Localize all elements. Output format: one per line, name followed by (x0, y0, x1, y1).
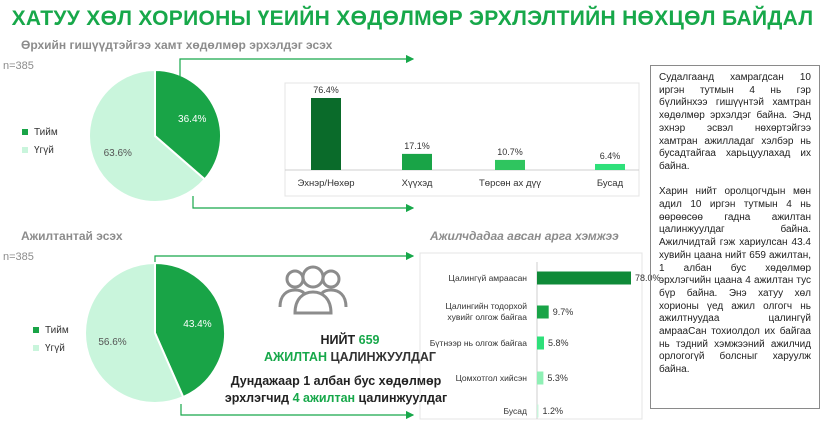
hbar-3 (537, 371, 544, 385)
legend-label-no: Үгүй (45, 343, 65, 354)
bar-value-label: 76.4% (313, 85, 339, 95)
legend-label-yes: Тийм (45, 325, 69, 336)
hbar-value-label: 1.2% (542, 406, 563, 416)
average-text-part1: Дундажаар 1 албан бус хөдөлмөр эрхлэгчид (224, 374, 442, 405)
bar-0 (311, 98, 341, 170)
total-line-2: АЖИЛТАН ЦАЛИНЖУУЛДАГ (210, 350, 490, 364)
hbar-category-label: Бүтнээр нь олгож байгаа (430, 338, 528, 348)
pie-chart-has-employees: 43.4% 56.6% (84, 261, 226, 404)
section1-title: Өрхийн гишүүдтэйгээ хамт хөдөлмөр эрхэлд… (21, 38, 333, 52)
bar-chart-frame (284, 82, 640, 197)
hbar-1 (537, 305, 549, 319)
connector-arrow-bottom-1 (192, 196, 415, 213)
legend-swatch-no (33, 345, 39, 352)
pie-slice-label: 56.6% (98, 337, 126, 348)
connector-arrow-bottom-2 (180, 404, 415, 420)
pie-slice-label: 36.4% (178, 114, 206, 125)
connector-arrow-top-1 (179, 54, 415, 80)
average-text-highlight: 4 ажилтан (292, 391, 356, 405)
legend-swatch-yes (33, 327, 39, 334)
hbar-value-label: 9.7% (553, 307, 574, 317)
bar-3 (595, 163, 625, 170)
hbar-category-label: Цалингүй амраасан (449, 273, 528, 283)
summary-paragraph-2: Харин нийт оролцогчдын мөн адил 10 иргэн… (659, 186, 811, 376)
bar-category-label: Хүүхэд (402, 178, 433, 189)
legend-no-2: Үгүй (33, 343, 65, 354)
hbar-2 (537, 336, 544, 350)
pie-slice-label: 43.4% (183, 319, 211, 330)
hbar-value-label: 5.8% (548, 338, 569, 348)
pie-slice-label: 63.6% (104, 148, 132, 159)
summary-paragraph-1: Судалгаанд хамрагдсан 10 иргэн тутмын 4 … (659, 72, 811, 172)
section2-title: Ажилтантай эсэх (21, 229, 123, 243)
pie-slice-yes (154, 68, 222, 181)
section2-n: n=385 (3, 251, 34, 263)
total-number: 659 (358, 333, 380, 347)
pie-slice-yes (154, 261, 226, 399)
hbar-category-label: Цомхотгол хийсэн (456, 373, 528, 383)
bar-category-label: Төрсөн ах дүү (479, 178, 541, 189)
pie-chart-family-work: 36.4% 63.6% (88, 68, 222, 203)
connector-arrow-top-2 (154, 251, 415, 262)
summary-text-box: Судалгаанд хамрагдсан 10 иргэн тутмын 4 … (650, 65, 820, 409)
total-line-1: НИЙТ 659 (250, 333, 450, 347)
total-salary-label: ЦАЛИНЖУУЛДАГ (326, 350, 437, 364)
legend-swatch-yes (22, 129, 28, 136)
bar-value-label: 17.1% (404, 141, 430, 151)
bar-value-label: 6.4% (600, 151, 621, 161)
bar-category-label: Эхнэр/Нөхөр (297, 178, 354, 189)
legend-no-1: Үгүй (22, 145, 54, 156)
people-group-icon (275, 263, 351, 315)
average-employees-text: Дундажаар 1 албан бус хөдөлмөр эрхлэгчид… (206, 373, 466, 407)
legend-label-yes: Тийм (34, 127, 58, 138)
section3-title: Ажилчдадаа авсан арга хэмжээ (430, 229, 619, 243)
total-employees-label: АЖИЛТАН (263, 350, 327, 364)
page-title: ХАТУУ ХӨЛ ХОРИОНЫ ҮЕИЙН ХӨДӨЛМӨР ЭРХЛЭЛТ… (11, 7, 814, 30)
bar-chart-employee-measures: 78.0% Цалингүй амраасан 9.7% Цалингийн тодо… (419, 252, 661, 420)
pie-slice-no (88, 68, 207, 203)
bar-value-label: 10.7% (497, 147, 523, 157)
average-text-part2: цалинжуулдаг (355, 391, 448, 405)
legend-swatch-no (22, 147, 28, 154)
hbar-category-label: Цалингийн тодорхой хувийг олгож байгаа (445, 301, 527, 322)
hbar-0 (537, 271, 631, 285)
bar-chart-family-member: 76.4% Эхнэр/Нөхөр 17.1% Хүүхэд 10.7% Төрсөн а… (284, 82, 640, 197)
hbar-value-label: 5.3% (547, 373, 568, 383)
legend-yes-2: Тийм (33, 325, 69, 336)
hbar-chart-frame (419, 252, 643, 420)
section1-n: n=385 (3, 60, 34, 72)
hbar-4 (537, 404, 539, 418)
bar-2 (495, 159, 525, 170)
connector-arrows (154, 54, 415, 420)
bar-1 (402, 153, 432, 170)
total-prefix: НИЙТ (320, 333, 359, 347)
hbar-value-label: 78.0% (635, 273, 661, 283)
legend-yes-1: Тийм (22, 127, 58, 138)
hbar-category-label: Бусад (504, 406, 528, 416)
legend-label-no: Үгүй (34, 145, 54, 156)
pie-slice-no (84, 261, 185, 404)
bar-category-label: Бусад (597, 178, 624, 189)
